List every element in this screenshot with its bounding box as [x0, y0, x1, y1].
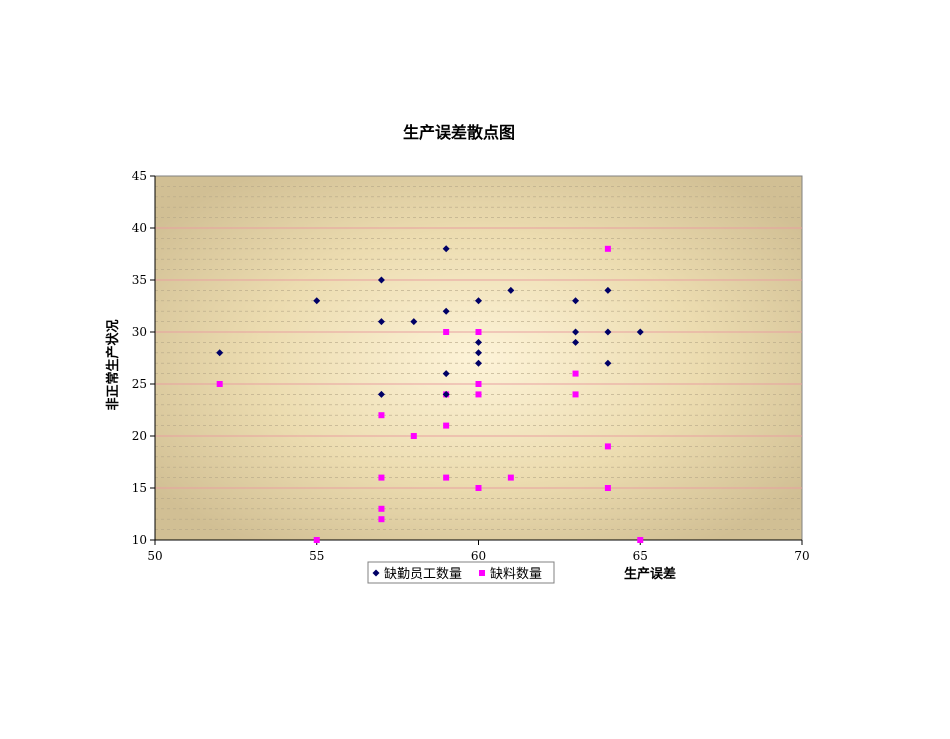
y-tick-label: 20 [132, 429, 147, 443]
data-point [442, 370, 450, 378]
data-point [475, 297, 482, 305]
data-point [216, 349, 224, 357]
series-material-shortage [216, 245, 644, 543]
data-point [442, 390, 450, 398]
x-tick-label: 50 [147, 549, 162, 563]
y-tick-labels: 10 15 20 25 30 35 40 45 [132, 169, 147, 547]
y-tick-label: 45 [132, 169, 147, 183]
data-point [604, 359, 612, 367]
data-point [443, 329, 450, 335]
data-points [216, 245, 644, 543]
data-point [313, 537, 320, 543]
y-tick-label: 15 [132, 481, 147, 495]
data-point [442, 307, 450, 315]
major-gridlines [155, 227, 802, 489]
data-point [604, 485, 611, 491]
data-point [475, 391, 482, 398]
data-point [604, 443, 611, 450]
legend-label: 缺勤员工数量 [384, 567, 462, 582]
data-point [378, 412, 385, 419]
y-axis-title: 非正常生产状况 [105, 319, 121, 410]
data-point [216, 381, 223, 387]
data-point [604, 245, 611, 252]
data-point [604, 328, 612, 336]
data-point [313, 297, 321, 305]
data-point [475, 485, 482, 491]
data-point [410, 433, 417, 439]
y-tick-label: 40 [132, 221, 147, 235]
data-point [377, 318, 385, 326]
data-point [443, 474, 450, 481]
data-point [572, 370, 579, 377]
data-point [377, 276, 385, 284]
data-point [636, 328, 644, 336]
data-point [507, 286, 515, 294]
legend-marker [479, 570, 485, 576]
legend-box [367, 561, 555, 584]
y-tick-label: 10 [132, 533, 147, 547]
x-tick-label: 70 [794, 549, 809, 563]
series-absent-staff [216, 245, 644, 398]
x-tick-labels: 50 55 60 65 70 [147, 549, 809, 563]
data-point [572, 338, 580, 346]
data-point [637, 537, 644, 543]
data-point [475, 381, 482, 387]
data-point [572, 328, 580, 336]
data-point [443, 422, 450, 429]
data-point [475, 329, 482, 335]
x-tick-label: 55 [309, 549, 324, 563]
chart-title: 生产误差散点图 [403, 123, 515, 142]
y-tick-label: 30 [132, 325, 147, 339]
x-tick-label: 60 [471, 549, 486, 563]
data-point [378, 505, 385, 512]
x-tick-label: 65 [633, 549, 648, 563]
data-point [378, 516, 385, 523]
y-tick-label: 35 [132, 273, 147, 287]
legend-marker [372, 569, 380, 577]
data-point [378, 474, 385, 481]
data-point [475, 359, 482, 367]
x-axis-title: 生产误差 [624, 566, 676, 582]
data-point [410, 318, 418, 326]
legend: 缺勤员工数量 缺料数量 [367, 561, 555, 584]
data-point [604, 286, 612, 294]
y-tick-label: 25 [132, 377, 147, 391]
data-point [475, 338, 482, 346]
data-point [572, 297, 580, 305]
data-point [475, 349, 482, 357]
data-point [377, 390, 385, 398]
data-point [507, 474, 514, 481]
data-point [572, 391, 579, 398]
data-point [442, 245, 450, 253]
legend-label: 缺料数量 [490, 567, 542, 582]
plot-area [154, 175, 803, 541]
